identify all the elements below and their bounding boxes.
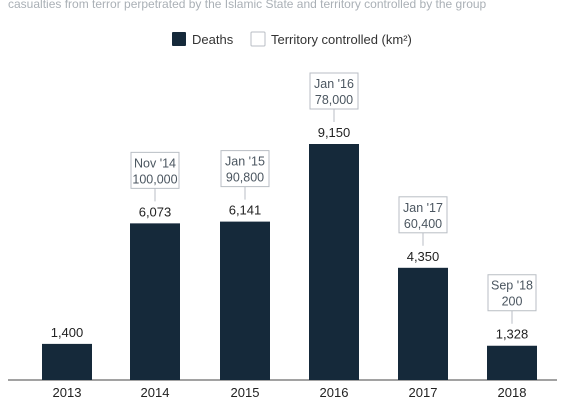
bar-2017 <box>398 267 448 380</box>
bar-value-label-2013: 1,400 <box>51 325 84 340</box>
x-tick-label-2014: 2014 <box>141 385 170 400</box>
legend-territory-label: Territory controlled (km²) <box>271 32 412 47</box>
territory-box-2017 <box>398 196 448 234</box>
legend: Deaths Territory controlled (km²) <box>172 31 412 47</box>
bar-value-label-2017: 4,350 <box>407 249 440 264</box>
territory-date-2016: Jan '16 <box>314 77 354 91</box>
territory-value-2018: 200 <box>502 295 523 309</box>
x-tick-label-2015: 2015 <box>231 385 260 400</box>
bar-2016 <box>309 144 359 380</box>
territory-value-2014: 100,000 <box>132 172 177 186</box>
legend-deaths-swatch <box>172 32 186 46</box>
bar-value-label-2015: 6,141 <box>229 203 262 218</box>
territory-date-2014: Nov '14 <box>134 156 176 170</box>
territory-value-2016: 78,000 <box>315 93 353 107</box>
territory-date-2017: Jan '17 <box>403 201 443 215</box>
x-tick-label-2016: 2016 <box>320 385 349 400</box>
x-tick-label-2013: 2013 <box>53 385 82 400</box>
legend-territory-swatch <box>250 31 266 47</box>
territory-date-2015: Jan '15 <box>225 155 265 169</box>
territory-value-2015: 90,800 <box>226 171 264 185</box>
bar-2014 <box>130 223 180 380</box>
legend-deaths-label: Deaths <box>192 32 234 47</box>
bar-2015 <box>220 221 270 380</box>
bar-value-label-2014: 6,073 <box>139 204 172 219</box>
chart-marks: 1,400 2013 6,073 2014 Nov '14 100,000 6,141 201… <box>8 72 557 400</box>
territory-box-2014 <box>130 151 180 189</box>
territory-box-2016 <box>309 72 359 110</box>
x-tick-label-2017: 2017 <box>409 385 438 400</box>
territory-date-2018: Sep '18 <box>491 279 533 293</box>
chart-subtitle: casualties from terror perpetrated by th… <box>8 0 487 11</box>
territory-box-2015 <box>220 150 270 188</box>
bar-value-label-2018: 1,328 <box>496 327 529 342</box>
territory-box-2018 <box>487 274 537 312</box>
bar-2018 <box>487 345 537 380</box>
territory-value-2017: 60,400 <box>404 217 442 231</box>
bar-2013 <box>42 343 92 380</box>
x-tick-label-2018: 2018 <box>498 385 527 400</box>
bar-value-label-2016: 9,150 <box>318 125 351 140</box>
